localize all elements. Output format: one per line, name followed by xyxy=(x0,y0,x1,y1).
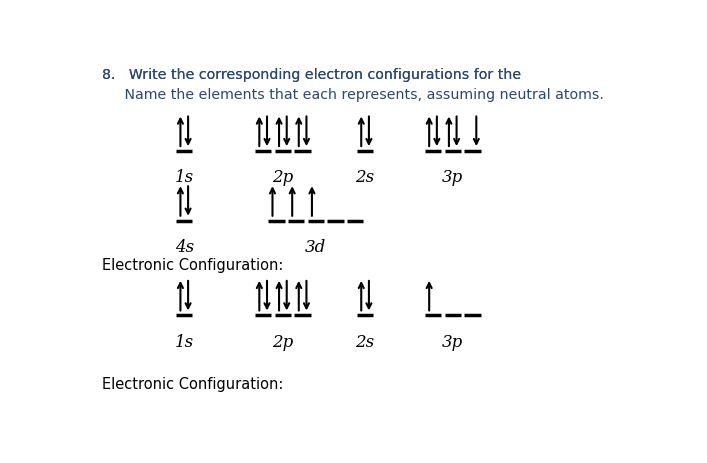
Text: 1s: 1s xyxy=(175,169,194,186)
Text: Name the elements that each represents, assuming neutral atoms.: Name the elements that each represents, … xyxy=(102,88,604,101)
Text: 2p: 2p xyxy=(272,169,293,186)
Text: 4s: 4s xyxy=(175,238,194,256)
Text: Electronic Configuration:: Electronic Configuration: xyxy=(102,257,284,272)
Text: 3d: 3d xyxy=(305,238,327,256)
Text: 1s: 1s xyxy=(175,333,194,350)
Text: Electronic Configuration:: Electronic Configuration: xyxy=(102,376,284,391)
Text: 2s: 2s xyxy=(356,333,375,350)
Text: 2p: 2p xyxy=(272,333,293,350)
Text: 3p: 3p xyxy=(442,333,463,350)
Text: 3p: 3p xyxy=(442,169,463,186)
Text: 8.   Write the corresponding electron configurations for the: 8. Write the corresponding electron conf… xyxy=(102,68,526,82)
Text: 2s: 2s xyxy=(356,169,375,186)
Text: 8.   Write the corresponding electron configurations for the: 8. Write the corresponding electron conf… xyxy=(102,68,526,82)
